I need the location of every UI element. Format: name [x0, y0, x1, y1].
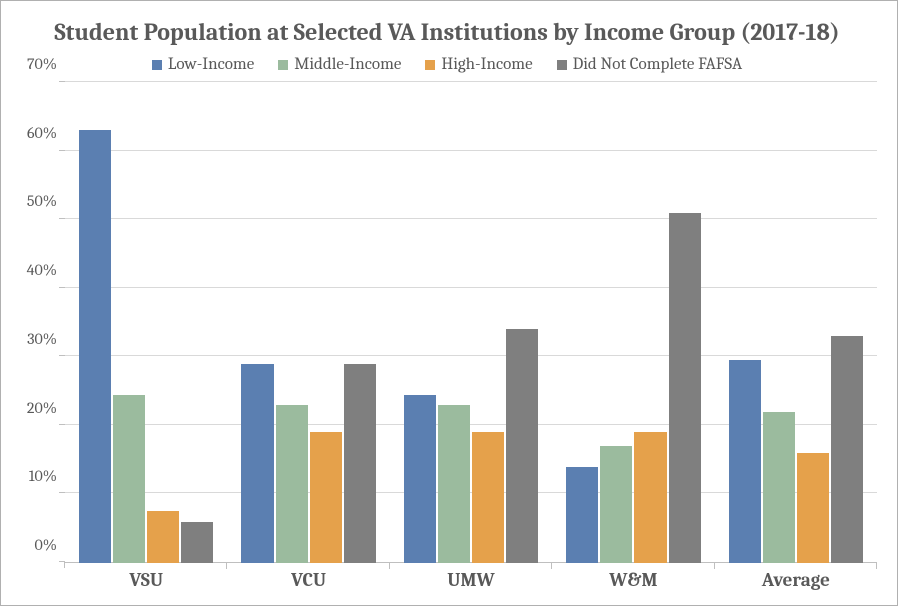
bar-no-fafsa: [181, 522, 213, 563]
legend-label: Low-Income: [168, 55, 254, 74]
bar-no-fafsa: [669, 213, 701, 563]
bar-no-fafsa: [831, 336, 863, 563]
legend-swatch: [278, 60, 288, 70]
bar-high-income: [310, 432, 342, 563]
bar-group-umw: [390, 82, 552, 563]
bar-low-income: [566, 467, 598, 563]
bar-high-income: [797, 453, 829, 563]
legend: Low-Income Middle-Income High-Income Did…: [17, 55, 877, 74]
plot-area: VSU VCU UMW W&M Average: [65, 82, 877, 591]
bar-low-income: [729, 360, 761, 563]
legend-item-middle-income: Middle-Income: [278, 55, 401, 74]
y-tick-label: 30%: [17, 330, 57, 348]
legend-label: Did Not Complete FAFSA: [573, 55, 743, 74]
x-axis-labels: VSU VCU UMW W&M Average: [65, 565, 877, 591]
chart-title: Student Population at Selected VA Instit…: [47, 17, 847, 47]
bar-middle-income: [113, 395, 145, 563]
y-tick-label: 70%: [17, 55, 57, 73]
x-label: Average: [715, 565, 877, 591]
bar-middle-income: [276, 405, 308, 563]
y-tick-label: 0%: [17, 536, 57, 554]
legend-item-low-income: Low-Income: [152, 55, 254, 74]
bar-high-income: [634, 432, 666, 563]
y-tick-label: 10%: [17, 467, 57, 485]
bar-high-income: [472, 432, 504, 563]
plot-wrap: 70% 60% 50% 40% 30% 20% 10% 0%: [17, 82, 877, 591]
bar-group-vcu: [227, 82, 389, 563]
legend-item-high-income: High-Income: [425, 55, 532, 74]
bar-no-fafsa: [344, 364, 376, 563]
legend-item-no-fafsa: Did Not Complete FAFSA: [557, 55, 743, 74]
bar-middle-income: [438, 405, 470, 563]
legend-swatch: [425, 60, 435, 70]
x-label: W&M: [552, 565, 714, 591]
x-label: UMW: [390, 565, 552, 591]
legend-label: Middle-Income: [294, 55, 401, 74]
bar-low-income: [79, 130, 111, 563]
y-tick-label: 60%: [17, 124, 57, 142]
bar-middle-income: [763, 412, 795, 563]
legend-label: High-Income: [441, 55, 532, 74]
chart-container: Student Population at Selected VA Instit…: [0, 0, 898, 606]
bar-group-average: [715, 82, 877, 563]
legend-swatch: [557, 60, 567, 70]
bar-group-vsu: [65, 82, 227, 563]
y-tick-label: 20%: [17, 399, 57, 417]
bar-group-wm: [552, 82, 714, 563]
bar-no-fafsa: [506, 329, 538, 563]
y-tick-label: 40%: [17, 261, 57, 279]
x-label: VSU: [65, 565, 227, 591]
bar-middle-income: [600, 446, 632, 563]
legend-swatch: [152, 60, 162, 70]
bar-low-income: [404, 395, 436, 563]
y-axis: 70% 60% 50% 40% 30% 20% 10% 0%: [17, 82, 65, 591]
bar-high-income: [147, 511, 179, 563]
bar-low-income: [241, 364, 273, 563]
bar-groups: [65, 82, 877, 563]
y-tick-label: 50%: [17, 192, 57, 210]
x-label: VCU: [227, 565, 389, 591]
